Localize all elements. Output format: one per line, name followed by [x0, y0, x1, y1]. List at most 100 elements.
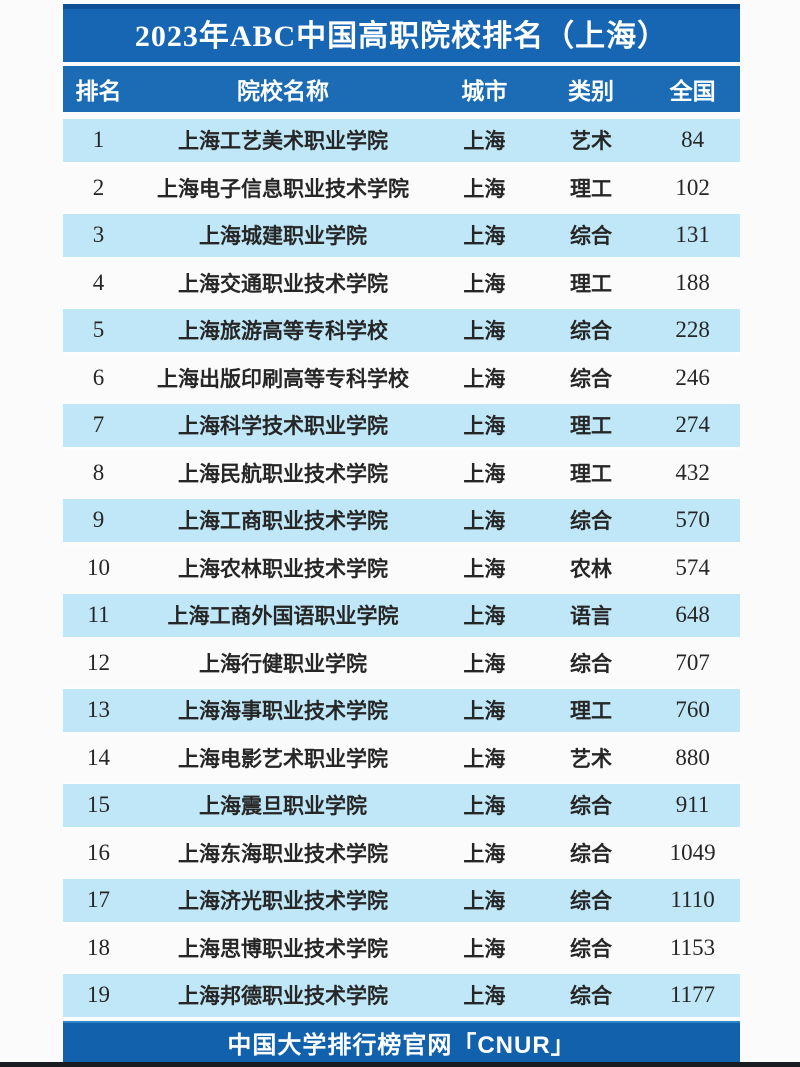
national-rank-cell: 84	[681, 127, 705, 153]
name-cell: 上海工商职业技术学院	[178, 510, 389, 534]
table-row: 16 上海东海职业技术学院 上海 综合 1049	[63, 830, 740, 878]
category-cell: 综合	[570, 510, 613, 534]
column-header-city: 城市	[461, 78, 508, 104]
table-row: 15 上海震旦职业学院 上海 综合 911	[63, 782, 740, 830]
city-cell: 上海	[463, 178, 506, 202]
rank-cell: 19	[87, 982, 111, 1008]
city-cell: 上海	[463, 795, 506, 819]
name-cell: 上海邦德职业技术学院	[178, 985, 389, 1009]
table-row: 11 上海工商外国语职业学院 上海 语言 648	[63, 592, 740, 640]
table-row: 6 上海出版印刷高等专科学校 上海 综合 246	[63, 355, 740, 403]
table-row: 17 上海济光职业技术学院 上海 综合 1110	[63, 877, 740, 925]
name-cell: 上海济光职业技术学院	[178, 890, 389, 914]
category-cell: 理工	[570, 700, 613, 724]
city-cell: 上海	[463, 463, 506, 487]
city-cell: 上海	[463, 938, 506, 962]
rank-cell: 12	[87, 650, 111, 676]
table-header-row: 排名 院校名称 城市 类别 全国	[63, 66, 740, 112]
national-rank-cell: 102	[675, 175, 710, 201]
category-cell: 综合	[570, 225, 613, 249]
category-cell: 综合	[570, 795, 613, 819]
city-cell: 上海	[463, 748, 506, 772]
name-cell: 上海城建职业学院	[199, 225, 368, 249]
table-row: 14 上海电影艺术职业学院 上海 艺术 880	[63, 735, 740, 783]
table-row: 8 上海民航职业技术学院 上海 理工 432	[63, 450, 740, 498]
city-cell: 上海	[463, 843, 506, 867]
city-cell: 上海	[463, 985, 506, 1009]
category-cell: 理工	[570, 273, 613, 297]
city-cell: 上海	[463, 225, 506, 249]
category-cell: 理工	[570, 415, 613, 439]
name-cell: 上海行健职业学院	[199, 653, 368, 677]
table-row: 3 上海城建职业学院 上海 综合 131	[63, 212, 740, 260]
table-row: 5 上海旅游高等专科学校 上海 综合 228	[63, 307, 740, 355]
rank-cell: 5	[92, 317, 105, 343]
table-body: 1 上海工艺美术职业学院 上海 艺术 84 2 上海电子信息职业技术学院 上海 理工 102 3 上海…	[63, 117, 740, 1020]
category-cell: 理工	[570, 463, 613, 487]
table-row: 18 上海思博职业技术学院 上海 综合 1153	[63, 925, 740, 973]
rank-cell: 14	[87, 745, 111, 771]
national-rank-cell: 760	[675, 697, 710, 723]
table-row: 2 上海电子信息职业技术学院 上海 理工 102	[63, 165, 740, 213]
city-cell: 上海	[463, 368, 506, 392]
category-cell: 综合	[570, 985, 613, 1009]
rank-cell: 8	[92, 460, 105, 486]
category-cell: 艺术	[570, 748, 613, 772]
national-rank-cell: 1049	[669, 840, 716, 866]
city-cell: 上海	[463, 320, 506, 344]
rank-cell: 4	[92, 270, 105, 296]
national-rank-cell: 911	[675, 792, 710, 818]
name-cell: 上海震旦职业学院	[199, 795, 368, 819]
rank-cell: 17	[87, 887, 111, 913]
category-cell: 艺术	[570, 130, 613, 154]
name-cell: 上海海事职业技术学院	[178, 700, 389, 724]
rank-cell: 18	[87, 935, 111, 961]
city-cell: 上海	[463, 605, 506, 629]
table-title: 2023年ABC中国高职院校排名（上海）	[63, 4, 740, 62]
city-cell: 上海	[463, 130, 506, 154]
name-cell: 上海农林职业技术学院	[178, 558, 389, 582]
national-rank-cell: 574	[675, 555, 710, 581]
national-rank-cell: 648	[675, 602, 710, 628]
name-cell: 上海电影艺术职业学院	[178, 748, 389, 772]
category-cell: 综合	[570, 843, 613, 867]
rank-cell: 1	[92, 127, 105, 153]
rank-cell: 10	[87, 555, 111, 581]
name-cell: 上海科学技术职业学院	[178, 415, 389, 439]
table-footer-source: 中国大学排行榜官网「CNUR」	[63, 1020, 740, 1063]
national-rank-cell: 1153	[669, 935, 716, 961]
rank-cell: 16	[87, 840, 111, 866]
national-rank-cell: 1177	[669, 982, 716, 1008]
national-rank-cell: 131	[675, 222, 710, 248]
national-rank-cell: 246	[675, 365, 710, 391]
national-rank-cell: 1110	[670, 887, 715, 913]
rank-cell: 15	[87, 792, 111, 818]
category-cell: 综合	[570, 938, 613, 962]
column-header-national-rank: 全国	[669, 78, 716, 104]
table-row: 7 上海科学技术职业学院 上海 理工 274	[63, 402, 740, 450]
name-cell: 上海民航职业技术学院	[178, 463, 389, 487]
rank-cell: 2	[92, 175, 105, 201]
name-cell: 上海交通职业技术学院	[178, 273, 389, 297]
rank-cell: 3	[92, 222, 105, 248]
national-rank-cell: 432	[675, 460, 710, 486]
category-cell: 理工	[570, 178, 613, 202]
city-cell: 上海	[463, 510, 506, 534]
table-row: 13 上海海事职业技术学院 上海 理工 760	[63, 687, 740, 735]
table-row: 1 上海工艺美术职业学院 上海 艺术 84	[63, 117, 740, 165]
rank-cell: 7	[92, 412, 105, 438]
city-cell: 上海	[463, 700, 506, 724]
city-cell: 上海	[463, 558, 506, 582]
rank-cell: 6	[92, 365, 105, 391]
name-cell: 上海电子信息职业技术学院	[157, 178, 410, 202]
name-cell: 上海旅游高等专科学校	[178, 320, 389, 344]
name-cell: 上海东海职业技术学院	[178, 843, 389, 867]
table-row: 10 上海农林职业技术学院 上海 农林 574	[63, 545, 740, 593]
category-cell: 综合	[570, 890, 613, 914]
city-cell: 上海	[463, 415, 506, 439]
name-cell: 上海工艺美术职业学院	[178, 130, 389, 154]
city-cell: 上海	[463, 890, 506, 914]
table-row: 4 上海交通职业技术学院 上海 理工 188	[63, 260, 740, 308]
bottom-border	[0, 1062, 800, 1067]
